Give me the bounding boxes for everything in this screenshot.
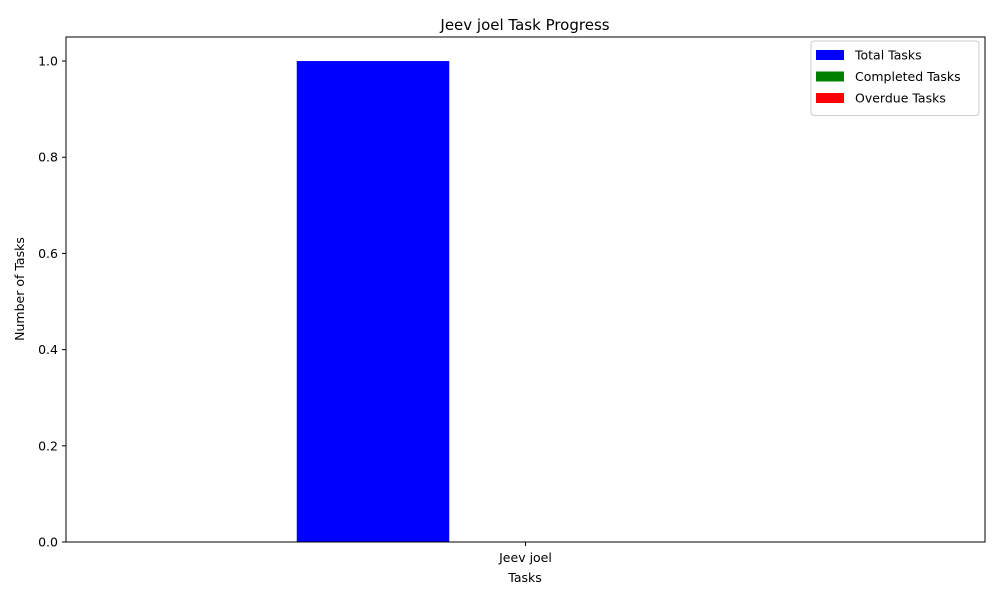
chart-title: Jeev joel Task Progress xyxy=(439,16,609,34)
legend-swatch xyxy=(816,93,844,103)
legend-swatch xyxy=(816,71,844,82)
legend-label: Total Tasks xyxy=(854,48,922,63)
y-tick-label: 0.6 xyxy=(38,246,58,261)
x-tick-label: Jeev joel xyxy=(498,550,552,565)
legend-swatch xyxy=(816,50,844,60)
y-tick-label: 0.4 xyxy=(38,342,58,357)
y-axis-label: Number of Tasks xyxy=(12,237,27,341)
legend-label: Completed Tasks xyxy=(855,69,961,84)
legend-box xyxy=(810,40,980,116)
bar-total-tasks xyxy=(296,61,450,543)
y-tick-label: 1.0 xyxy=(38,54,58,69)
legend-label: Overdue Tasks xyxy=(855,91,946,106)
y-tick-label: 0.8 xyxy=(38,150,58,165)
y-tick-label: 0.2 xyxy=(38,438,58,453)
legend: Total Tasks Completed Tasks Overdue Tasks xyxy=(810,40,980,116)
x-axis-label: Tasks xyxy=(507,570,542,585)
plot-area xyxy=(296,61,450,543)
y-tick-label: 0.0 xyxy=(38,535,58,550)
